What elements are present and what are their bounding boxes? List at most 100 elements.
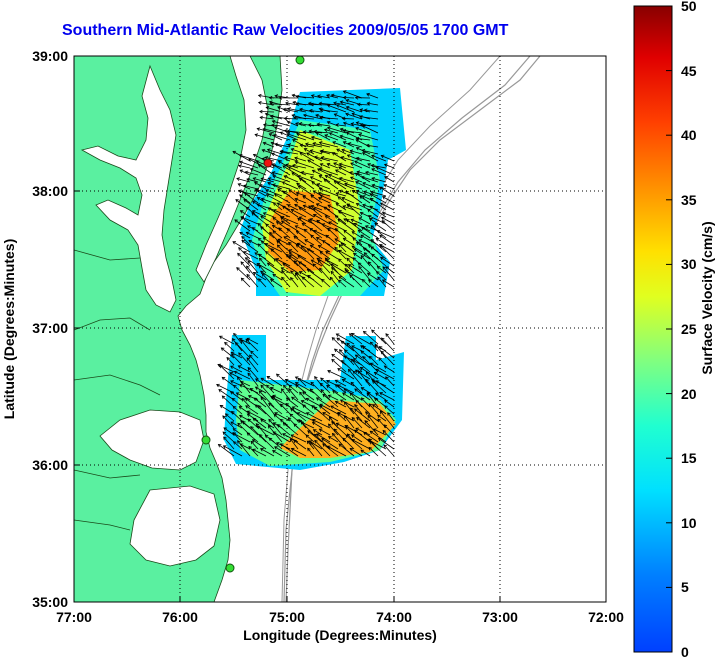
velocity-arrowhead	[302, 113, 307, 118]
velocity-arrow	[354, 429, 371, 443]
velocity-arrowhead	[240, 261, 245, 265]
velocity-arrowhead	[260, 396, 265, 401]
velocity-arrowhead	[360, 254, 365, 259]
velocity-arrow	[258, 164, 275, 176]
velocity-arrow	[289, 252, 299, 260]
velocity-arrowhead	[241, 397, 246, 402]
velocity-arrowhead	[295, 272, 300, 276]
velocity-arrow	[360, 124, 379, 127]
velocity-arrowhead	[367, 214, 372, 219]
velocity-arrowhead	[319, 194, 324, 198]
velocity-arrow	[316, 397, 331, 408]
velocity-arrow	[346, 203, 363, 218]
velocity-arrowhead	[266, 384, 270, 389]
velocity-arrow	[263, 142, 275, 148]
velocity-arrow	[234, 371, 251, 380]
velocity-arrow	[336, 192, 347, 197]
velocity-arrow	[277, 424, 291, 436]
velocity-arrowhead	[260, 226, 264, 230]
velocity-arrowhead	[338, 162, 343, 167]
velocity-arrow	[307, 269, 323, 281]
velocity-arrow	[268, 425, 283, 443]
velocity-arrow	[239, 161, 259, 169]
velocity-arrowhead	[387, 412, 391, 416]
velocity-arrow	[369, 430, 387, 443]
velocity-arrow	[272, 230, 283, 239]
velocity-arrowhead	[360, 387, 365, 391]
velocity-arrow	[263, 237, 275, 246]
velocity-arrow	[232, 406, 243, 415]
velocity-arrow	[344, 401, 355, 415]
velocity-arrow	[349, 448, 363, 457]
velocity-arrowhead	[352, 252, 357, 257]
velocity-arrowhead	[371, 404, 376, 408]
velocity-arrow	[265, 156, 283, 162]
velocity-arrow	[218, 444, 235, 457]
velocity-arrow	[362, 152, 379, 162]
velocity-arrowhead	[363, 431, 367, 436]
velocity-arrowhead	[351, 434, 355, 438]
velocity-arrowhead	[338, 249, 342, 254]
velocity-arrow	[316, 257, 331, 267]
velocity-arrow	[343, 141, 355, 148]
velocity-arrowhead	[237, 365, 242, 369]
velocity-arrowhead	[232, 405, 237, 410]
velocity-arrowhead	[271, 123, 275, 128]
velocity-arrowhead	[308, 129, 313, 134]
velocity-arrowhead	[294, 197, 299, 202]
velocity-arrowhead	[342, 121, 347, 126]
velocity-arrow	[335, 228, 347, 239]
velocity-arrowhead	[296, 182, 300, 187]
velocity-arrowhead	[264, 155, 269, 160]
velocity-arrowhead	[378, 186, 383, 190]
pamlico-sound-south	[129, 485, 221, 567]
velocity-arrow	[281, 220, 299, 232]
velocity-arrowhead	[279, 131, 284, 135]
velocity-arrowhead	[290, 276, 294, 281]
velocity-arrowhead	[318, 167, 323, 172]
velocity-arrow	[258, 253, 275, 267]
velocity-arrowhead	[260, 448, 264, 452]
velocity-arrowhead	[364, 225, 369, 229]
colorbar-tick-label: 50	[681, 0, 697, 14]
velocity-arrowhead	[294, 160, 299, 165]
velocity-arrowhead	[255, 188, 259, 192]
velocity-arrow	[253, 397, 267, 408]
velocity-arrowhead	[252, 417, 257, 422]
velocity-arrow	[369, 193, 387, 204]
velocity-arrow	[310, 149, 323, 155]
velocity-arrow	[240, 261, 251, 274]
velocity-arrow	[345, 426, 355, 436]
velocity-arrowhead	[275, 221, 280, 225]
velocity-arrow	[240, 443, 251, 450]
velocity-arrowhead	[302, 204, 307, 209]
velocity-arrowhead	[351, 245, 356, 249]
velocity-arrowhead	[287, 166, 292, 170]
velocity-arrowhead	[339, 134, 344, 139]
velocity-arrowhead	[321, 278, 325, 283]
velocity-arrow	[244, 192, 259, 204]
velocity-arrow	[364, 109, 379, 113]
velocity-arrow	[271, 153, 291, 162]
velocity-arrow	[304, 239, 315, 246]
velocity-arrow	[351, 231, 363, 239]
velocity-arrow	[299, 391, 307, 401]
velocity-arrowhead	[251, 439, 256, 443]
velocity-arrow	[263, 128, 283, 134]
velocity-arrow	[278, 227, 291, 239]
velocity-arrowhead	[240, 215, 245, 220]
velocity-arrowhead	[367, 261, 372, 265]
velocity-arrow	[326, 385, 339, 394]
velocity-arrowhead	[249, 167, 254, 172]
velocity-arrow	[316, 203, 331, 211]
velocity-arrow	[250, 426, 267, 443]
velocity-arrowhead	[341, 148, 346, 153]
grid-lines	[74, 56, 606, 602]
velocity-arrow	[233, 441, 243, 450]
velocity-arrow	[234, 219, 251, 232]
velocity-arrow	[380, 350, 395, 366]
velocity-arrowhead	[237, 252, 241, 257]
velocity-arrowhead	[325, 251, 329, 255]
velocity-arrow	[275, 258, 291, 267]
velocity-arrow	[256, 263, 275, 274]
